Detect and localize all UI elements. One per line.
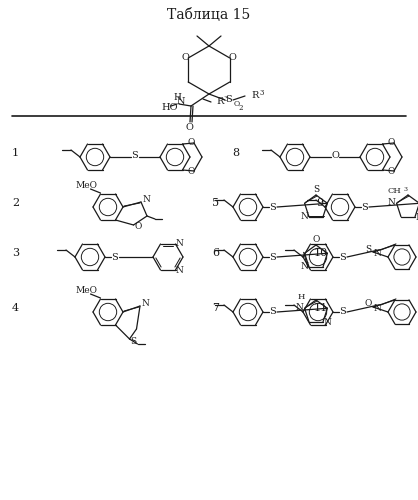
Text: R: R — [251, 92, 258, 100]
Text: N: N — [300, 262, 308, 271]
Text: N: N — [141, 300, 149, 308]
Text: S: S — [362, 202, 368, 211]
Text: 7: 7 — [212, 303, 219, 313]
Text: O: O — [188, 168, 195, 176]
Text: O: O — [185, 124, 193, 132]
Text: S: S — [270, 202, 276, 211]
Text: S: S — [339, 252, 347, 262]
Text: N: N — [176, 266, 184, 276]
Text: S: S — [339, 308, 347, 316]
Text: 1: 1 — [12, 148, 19, 158]
Text: R: R — [216, 98, 223, 106]
Text: HO: HO — [161, 104, 178, 112]
Text: 3: 3 — [259, 89, 263, 97]
Text: N: N — [296, 303, 303, 312]
Text: S: S — [270, 308, 276, 316]
Text: S: S — [270, 252, 276, 262]
Text: 10: 10 — [314, 248, 328, 258]
Text: S: S — [112, 252, 118, 262]
Text: S: S — [226, 94, 232, 104]
Text: 2: 2 — [239, 104, 243, 112]
Text: Таблица 15: Таблица 15 — [167, 8, 251, 22]
Text: S: S — [130, 338, 137, 346]
Text: 3: 3 — [12, 248, 19, 258]
Text: 3: 3 — [404, 187, 408, 192]
Text: N: N — [323, 318, 331, 327]
Text: 3: 3 — [224, 95, 228, 103]
Text: O: O — [388, 138, 395, 146]
Text: S: S — [313, 186, 319, 194]
Text: MeO: MeO — [76, 180, 97, 190]
Text: O: O — [234, 100, 240, 108]
Text: 5: 5 — [212, 198, 219, 208]
Text: N: N — [177, 98, 185, 106]
Text: N: N — [142, 196, 150, 204]
Text: H: H — [298, 294, 305, 302]
Text: N: N — [300, 212, 308, 221]
Text: O: O — [388, 168, 395, 176]
Text: O: O — [229, 54, 237, 62]
Text: O: O — [364, 300, 372, 308]
Text: 11: 11 — [314, 303, 328, 313]
Text: O: O — [188, 138, 195, 146]
Text: N: N — [387, 198, 395, 207]
Text: N: N — [176, 238, 184, 248]
Text: H: H — [173, 94, 181, 102]
Text: O: O — [135, 222, 142, 232]
Text: S: S — [365, 244, 371, 254]
Text: 2: 2 — [12, 198, 19, 208]
Text: 8: 8 — [232, 148, 239, 158]
Text: S: S — [132, 152, 138, 160]
Text: 6: 6 — [212, 248, 219, 258]
Text: CH: CH — [388, 188, 401, 196]
Text: 4: 4 — [12, 303, 19, 313]
Text: N: N — [415, 213, 418, 222]
Text: N: N — [373, 304, 381, 314]
Text: 9: 9 — [316, 198, 323, 208]
Text: O: O — [181, 54, 189, 62]
Text: O: O — [331, 152, 339, 160]
Text: N: N — [373, 250, 381, 258]
Text: O: O — [312, 236, 320, 244]
Text: MeO: MeO — [76, 286, 97, 294]
